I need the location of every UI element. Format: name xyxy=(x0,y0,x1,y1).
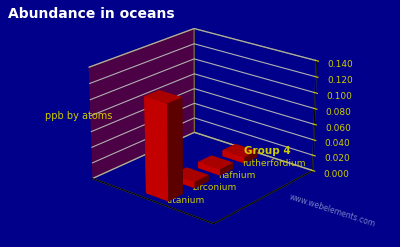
Text: www.webelements.com: www.webelements.com xyxy=(288,193,376,229)
Text: Abundance in oceans: Abundance in oceans xyxy=(8,7,175,21)
